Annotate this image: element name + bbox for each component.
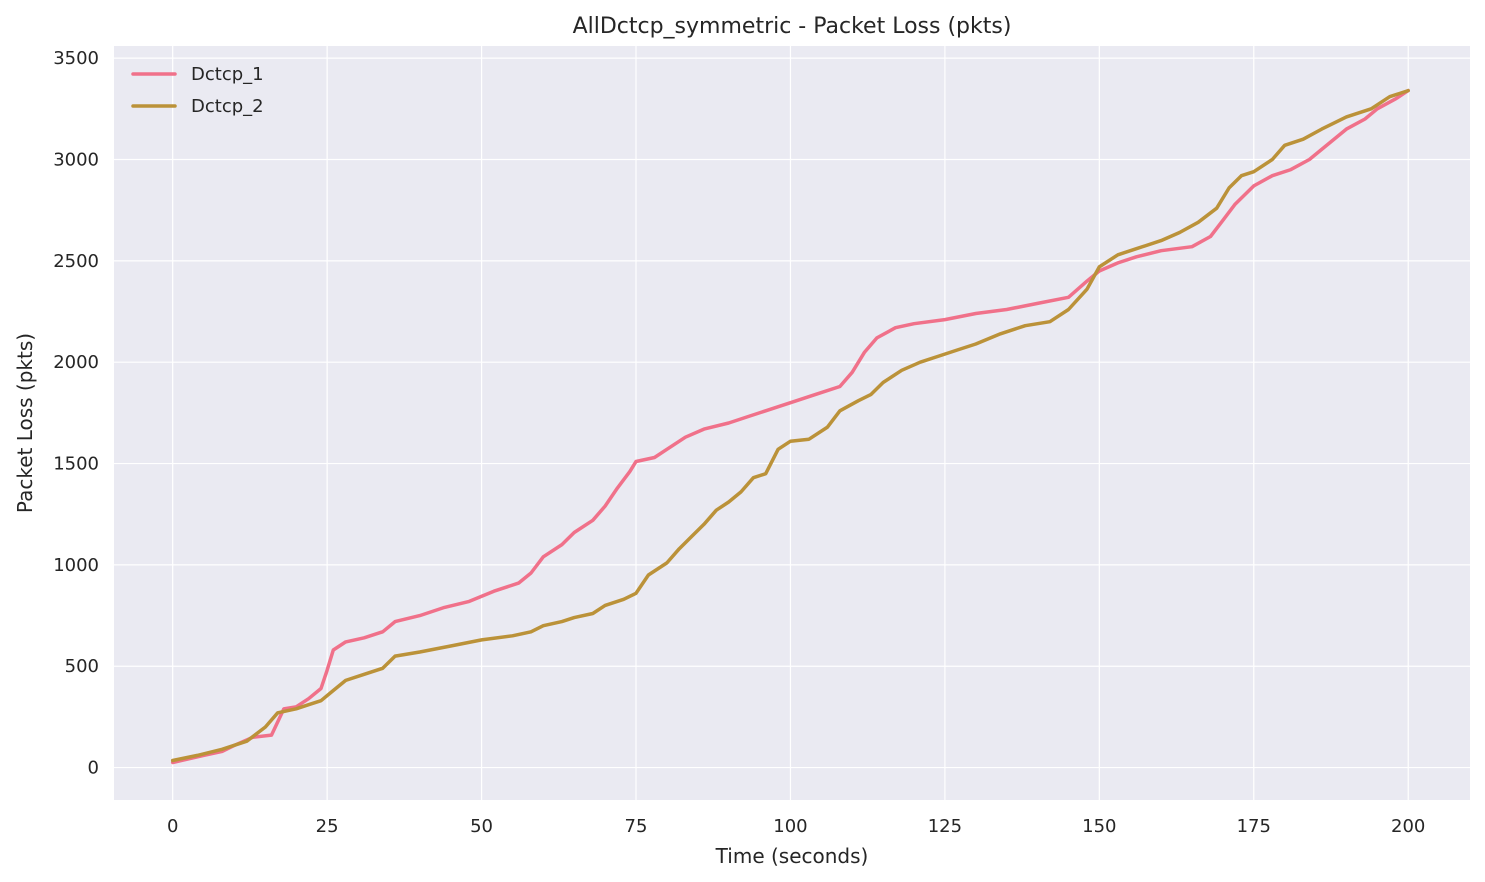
x-tick-label: 125 [928,816,962,837]
plot-area [114,46,1470,800]
grid-lines [114,46,1470,800]
x-tick-label: 0 [167,816,178,837]
series-line-dctcp-2 [170,88,1410,763]
legend-label: Dctcp_1 [191,64,264,85]
x-tick-label: 150 [1082,816,1116,837]
y-tick-label: 3500 [53,48,99,69]
y-tick-label: 2500 [53,251,99,272]
y-tick-label: 500 [65,656,99,677]
chart-title: AllDctcp_symmetric - Packet Loss (pkts) [573,14,1012,39]
x-tick-label: 50 [470,816,493,837]
series-line-dctcp-1 [170,88,1410,765]
legend: Dctcp_1 Dctcp_2 [131,64,264,117]
x-tick-label: 25 [316,816,339,837]
x-tick-label: 75 [625,816,648,837]
x-axis-ticks: 0 25 50 75 100 125 150 175 200 [167,816,1425,837]
y-tick-label: 0 [88,758,99,779]
y-axis-label: Packet Loss (pkts) [13,333,37,513]
y-tick-label: 1000 [53,555,99,576]
y-tick-label: 2000 [53,352,99,373]
y-tick-label: 3000 [53,150,99,171]
x-tick-label: 100 [773,816,807,837]
y-tick-label: 1500 [53,454,99,475]
x-tick-label: 200 [1391,816,1425,837]
y-axis-ticks: 0 500 1000 1500 2000 2500 3000 3500 [53,48,99,778]
legend-label: Dctcp_2 [191,96,264,117]
series-layer [170,88,1410,765]
x-tick-label: 175 [1237,816,1271,837]
x-axis-label: Time (seconds) [715,844,869,868]
